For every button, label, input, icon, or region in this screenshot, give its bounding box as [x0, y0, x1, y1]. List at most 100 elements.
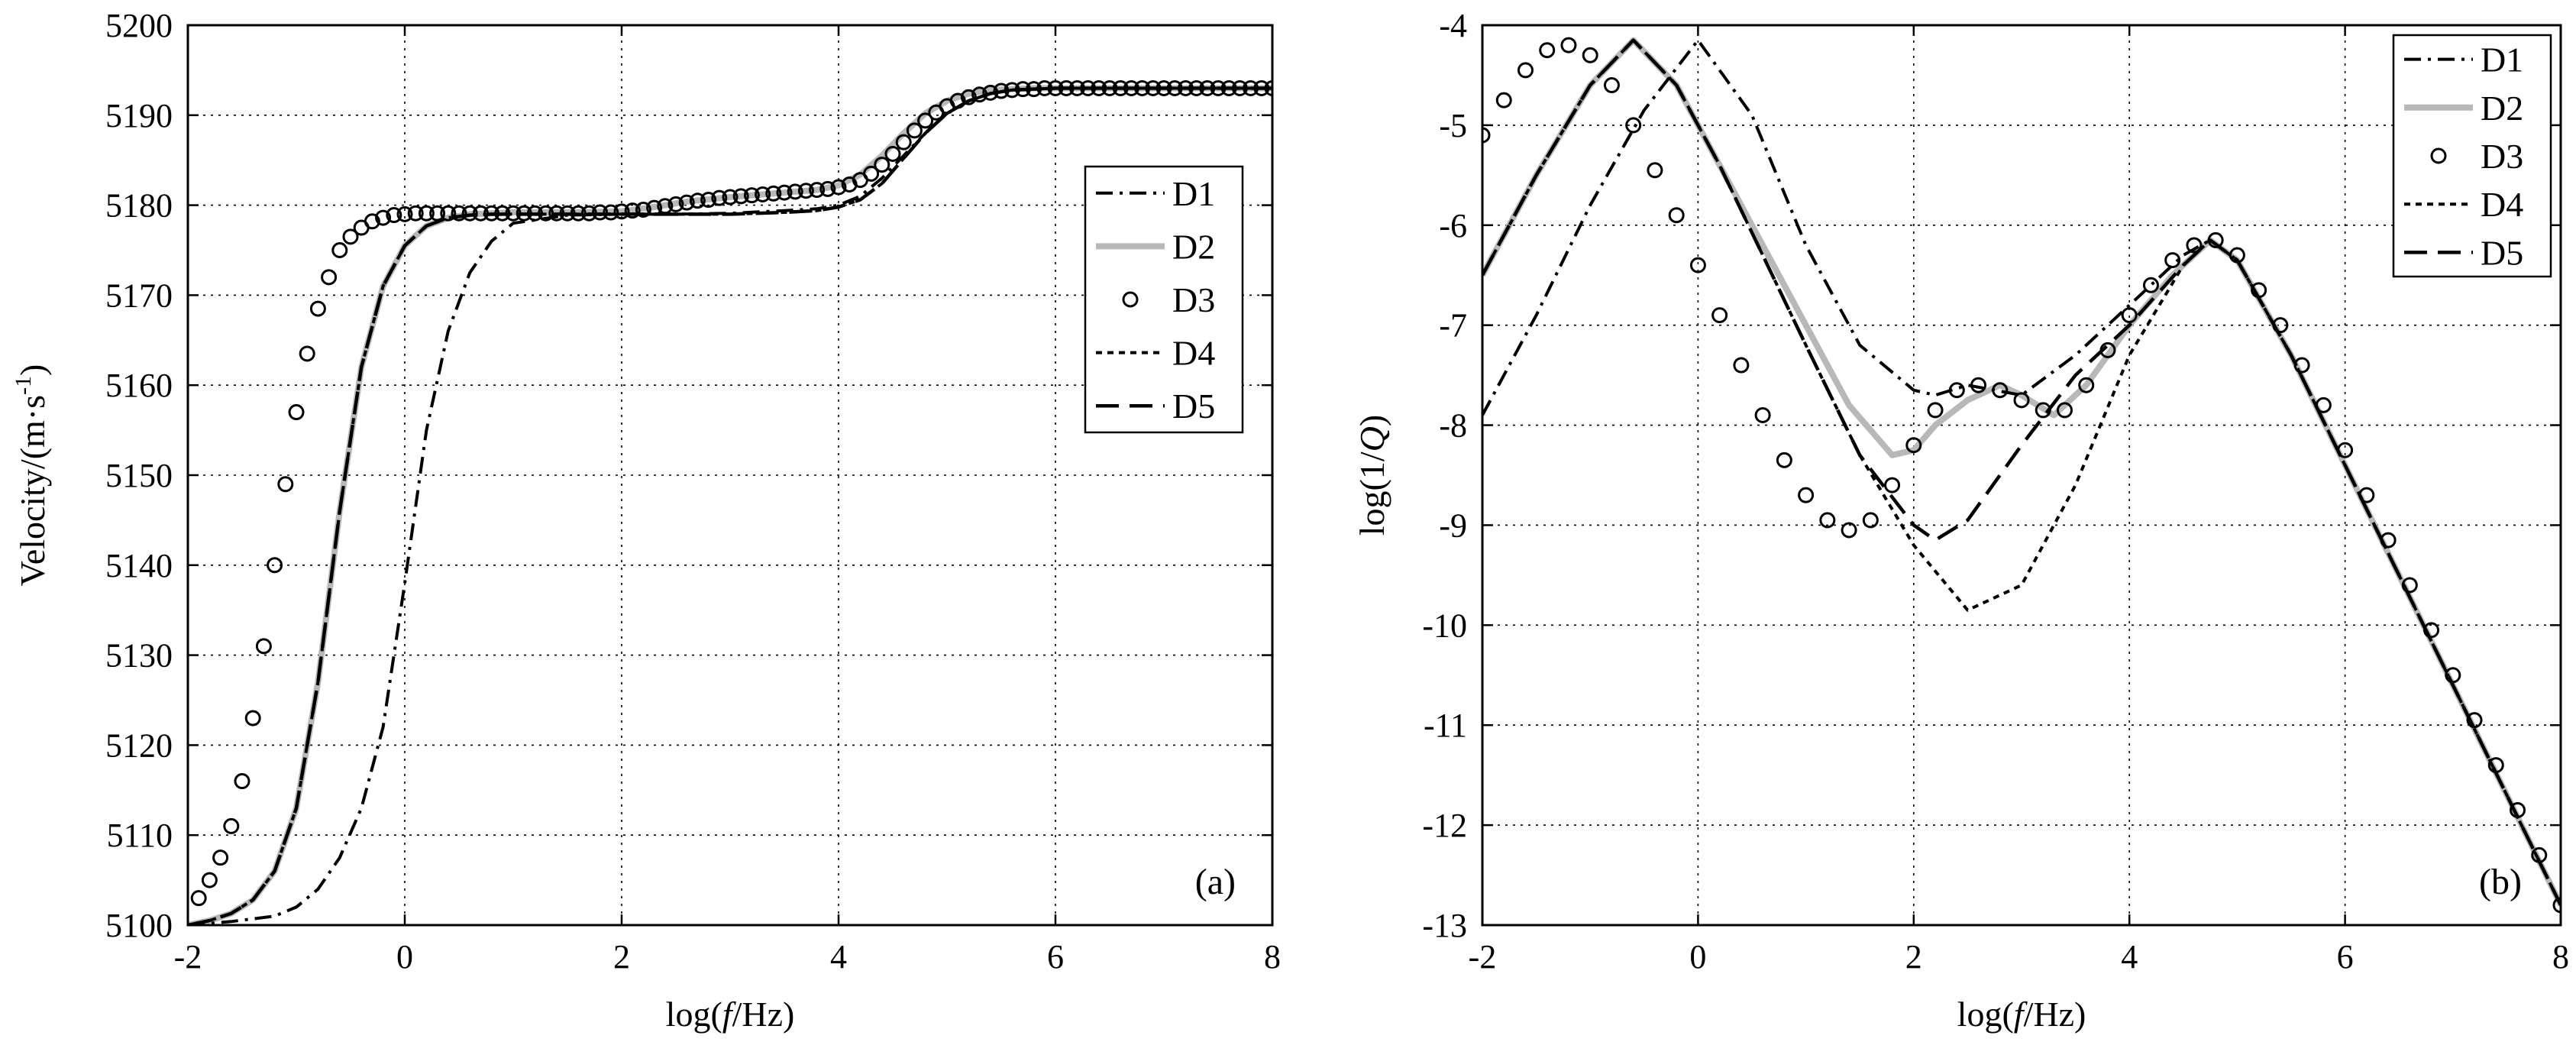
chart-a-series-d3-point [223, 817, 240, 834]
chart-a-series-d3-point [396, 205, 413, 222]
chart-a-series-d3-point [342, 228, 359, 245]
chart-a-series-d3-point [895, 134, 912, 150]
chart-a-xtick-label: -2 [174, 938, 202, 976]
chart-b-series-d3-point [2552, 897, 2561, 914]
chart-a-legend-d2-label: D2 [1172, 227, 1215, 266]
chart-a-ylabel: Velocity/(m·s-1) [11, 364, 52, 587]
chart-a-series-d3-point [613, 203, 630, 220]
chart-b-ytick-label: -9 [1439, 506, 1467, 544]
chart-a-ytick-label: 5150 [105, 457, 173, 494]
chart-b-series-d3-point [2056, 402, 2073, 419]
chart-a-ytick-label: 5140 [105, 547, 173, 584]
chart-a-legend-d3-swatch [1122, 291, 1139, 308]
chart-a-series-d5 [188, 86, 1272, 925]
chart-b-legend-d2-label: D2 [2481, 89, 2523, 128]
chart-a-series-d3-point [732, 188, 749, 205]
chart-a-series-d3 [190, 79, 1272, 907]
chart-a-ytick-label: 5130 [105, 637, 173, 675]
chart-a-series-d3-point [646, 199, 663, 216]
chart-b-series-d3-point [2186, 237, 2203, 254]
chart-a-ytick-label: 5190 [105, 97, 173, 134]
chart-a-ytick-label: 5110 [107, 817, 173, 854]
chart-b-legend-d5-label: D5 [2481, 233, 2523, 272]
chart-a-series-d3-point [765, 185, 782, 202]
chart-b-panel-label: (b) [2479, 862, 2522, 902]
chart-a-series-d3-point [667, 196, 684, 212]
chart-a-series-d3-point [309, 300, 326, 317]
chart-a-xtick-label: 8 [1264, 938, 1281, 976]
chart-a-series-d3-point [201, 872, 218, 888]
chart-a-series-d3-point [407, 205, 424, 222]
chart-b-series-d3-point [2121, 307, 2138, 324]
chart-b-series-d3-point [1668, 207, 1685, 224]
chart-b-ytick-label: -6 [1439, 207, 1467, 244]
chart-a-series-d3-point [255, 638, 272, 655]
chart-a-series-d3-point [386, 207, 402, 224]
chart-a-series-d3-point [288, 404, 305, 421]
chart-b-ytick-label: -11 [1424, 707, 1467, 744]
chart-a-ytick-label: 5200 [105, 7, 173, 44]
chart-b-series-d3-point [1517, 62, 1534, 79]
chart-a-series-d3-point [874, 157, 890, 173]
chart-a-series-d3-point [603, 204, 619, 221]
chart-b-xtick-label: 2 [1905, 938, 1922, 976]
chart-b-series-d3-point [1841, 522, 1857, 539]
chart-a-series-d3-point [375, 209, 392, 226]
chart-a-series-d3-point [809, 182, 826, 199]
chart-b-ytick-label: -5 [1439, 107, 1467, 144]
chart-a-series-d3-point [299, 345, 315, 362]
chart-a-ytick-label: 5180 [105, 187, 173, 225]
chart-a-series-d3-point [418, 205, 435, 222]
chart-b-legend-d1-label: D1 [2481, 40, 2523, 79]
chart-b-legend-d3-label: D3 [2481, 137, 2523, 176]
chart-a-legend-box [1084, 165, 1244, 434]
chart-a-series-d3-point [190, 890, 207, 907]
chart-a-series-d3-point [244, 710, 261, 726]
chart-b-series-d3 [1482, 37, 2561, 914]
chart-b-series-d3-point [1754, 406, 1771, 423]
chart-a-ticks: -2 0 2 4 6 8 5100 5110 5120 5130 5140 5150 5160 5170 5… [105, 7, 1281, 976]
chart-a-series-d3-point [234, 773, 250, 790]
chart-b-series-d3-point [1733, 357, 1750, 374]
chart-b-series-d3-point [1539, 42, 1556, 59]
chart-a-series-d3-point [635, 201, 651, 218]
chart-b-series-d3-point [1582, 47, 1598, 63]
chart-b-legend-d3-swatch [2430, 147, 2447, 164]
chart-b: -2 0 2 4 6 8 -13 -12 -11 -10 -9 -8 -7 -6 -5 -4 log(f/Hz… [1353, 7, 2569, 1034]
chart-b-series-d3-point [2466, 712, 2483, 729]
chart-b-legend-d4-label: D4 [2481, 185, 2523, 224]
chart-a-xtick-label: 0 [396, 938, 413, 976]
chart-a-series-d3-point [906, 122, 923, 139]
chart-a-series-d3-point [451, 205, 467, 222]
chart-b-series-d3-point [1603, 77, 1620, 94]
chart-b-series-d3-point [1819, 512, 1836, 529]
chart-a-series-d3-point [797, 183, 814, 199]
chart-b-ytick-label: -10 [1422, 607, 1467, 644]
chart-b-series-d3-point [1625, 117, 1642, 134]
chart-b-xtick-label: -2 [1469, 938, 1497, 976]
chart-a-series-d3-point [863, 165, 880, 182]
chart-b-series-d3-point [1711, 307, 1728, 324]
chart-a-series-d3-point [212, 849, 229, 866]
chart-b-series-d3-point [1884, 477, 1901, 493]
chart-a-legend-d3-label: D3 [1172, 280, 1215, 319]
chart-a-xlabel: log(f/Hz) [666, 995, 795, 1034]
chart-b-series-d3-point [1482, 127, 1491, 144]
chart-a-legend-d5-label: D5 [1172, 387, 1215, 426]
chart-a-series-d3-point [267, 557, 283, 574]
chart-b-xtick-label: 4 [2121, 938, 2138, 976]
chart-b-xtick-label: 8 [2552, 938, 2569, 976]
chart-a-series-layer [188, 79, 1272, 925]
chart-b-series-d3-point [1862, 512, 1879, 529]
chart-b-series-d3-point [1560, 37, 1577, 53]
chart-a-series-d3-point [700, 192, 717, 209]
chart-b-legend-box [2392, 34, 2552, 278]
chart-b-xtick-label: 0 [1689, 938, 1706, 976]
chart-a-ytick-label: 5170 [105, 277, 173, 314]
chart-a-series-d3-point [819, 180, 836, 197]
chart-b-series-d3-point [1798, 487, 1815, 503]
chart-b-series-d3-point [1948, 382, 1965, 399]
chart-a-series-d3-point [830, 179, 847, 196]
chart-a-xtick-label: 4 [830, 938, 847, 976]
chart-b-series-d3-point [2164, 252, 2181, 269]
